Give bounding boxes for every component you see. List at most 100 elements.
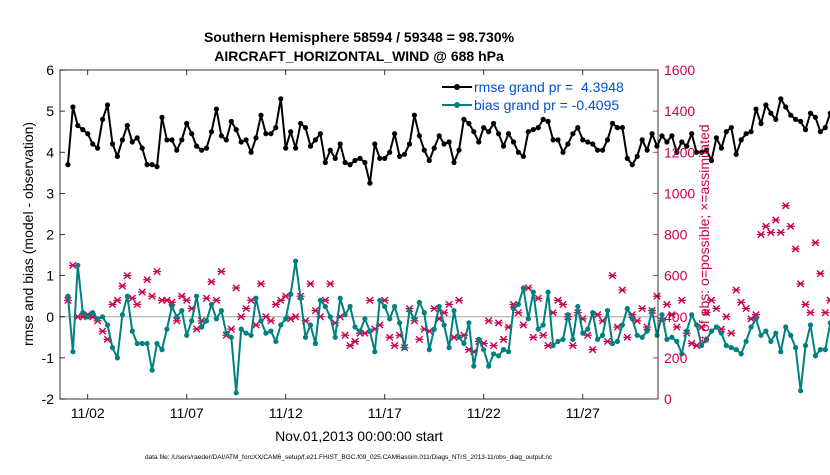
obs-assimilated-point bbox=[454, 296, 463, 304]
obs-assimilated-point bbox=[633, 317, 642, 325]
bias-point bbox=[451, 308, 457, 314]
y-left-tick-label: -1 bbox=[42, 350, 55, 366]
obs-assimilated-point bbox=[227, 325, 236, 333]
rmse-point bbox=[545, 118, 551, 124]
rmse-point bbox=[243, 137, 249, 143]
obs-assimilated-point bbox=[360, 329, 369, 337]
bias-point bbox=[283, 316, 289, 322]
bias-point bbox=[65, 293, 71, 299]
rmse-point bbox=[624, 155, 630, 161]
x-tick-label: 11/02 bbox=[71, 405, 105, 421]
rmse-point bbox=[144, 162, 150, 168]
obs-assimilated-point bbox=[237, 313, 246, 321]
bias-point bbox=[228, 334, 234, 340]
rmse-point bbox=[154, 164, 160, 170]
rmse-point bbox=[441, 141, 447, 147]
bias-point bbox=[659, 312, 665, 318]
y-left-axis-label: rmse and bias (model - observation) bbox=[20, 122, 36, 346]
bias-point bbox=[768, 338, 774, 344]
obs-assimilated-point bbox=[390, 341, 399, 350]
bias-point bbox=[570, 336, 576, 342]
obs-assimilated-point bbox=[118, 282, 127, 290]
rmse-point bbox=[525, 129, 531, 135]
x-tick-label: 11/27 bbox=[566, 405, 600, 421]
bias-point bbox=[723, 342, 729, 349]
bias-point bbox=[565, 312, 571, 318]
bias-point bbox=[90, 310, 96, 316]
bias-point bbox=[387, 316, 393, 322]
obs-assimilated-point bbox=[811, 239, 820, 247]
bias-point bbox=[263, 330, 269, 336]
rmse-point bbox=[119, 137, 125, 143]
rmse-point bbox=[827, 110, 830, 116]
bias-point bbox=[70, 349, 76, 355]
y-right-tick-label: 1000 bbox=[664, 185, 695, 201]
rmse-point bbox=[223, 137, 229, 143]
obs-assimilated-point bbox=[776, 228, 785, 237]
rmse-point bbox=[228, 118, 234, 124]
bias-point bbox=[342, 312, 348, 318]
rmse-point bbox=[575, 125, 581, 131]
bias-point bbox=[401, 345, 408, 351]
rmse-point bbox=[758, 120, 764, 127]
rmse-point bbox=[496, 131, 502, 137]
bias-point bbox=[817, 347, 824, 353]
obs-assimilated-point bbox=[727, 329, 736, 337]
obs-assimilated-point bbox=[603, 337, 612, 346]
bias-point bbox=[758, 332, 764, 338]
obs-assimilated-point bbox=[583, 331, 592, 339]
bias-point bbox=[520, 285, 527, 291]
bias-point bbox=[114, 355, 120, 361]
rmse-point bbox=[619, 125, 626, 131]
obs-assimilated-point bbox=[732, 286, 741, 294]
bias-point bbox=[80, 310, 86, 316]
bias-point bbox=[382, 303, 388, 310]
bias-point bbox=[134, 340, 140, 347]
rmse-point bbox=[307, 143, 314, 149]
bias-point bbox=[337, 295, 343, 301]
bias-point bbox=[545, 289, 551, 295]
bias-series-layer bbox=[65, 258, 830, 396]
y-left-tick-label: -2 bbox=[42, 391, 55, 407]
rmse-point bbox=[65, 162, 71, 168]
rmse-point bbox=[565, 141, 571, 147]
y-left-tick-label: 1 bbox=[46, 268, 54, 284]
obs-assimilated-point bbox=[291, 313, 300, 321]
rmse-point bbox=[278, 96, 284, 102]
rmse-point bbox=[738, 137, 744, 143]
rmse-point bbox=[446, 139, 452, 145]
rmse-point bbox=[411, 112, 417, 118]
rmse-point bbox=[298, 120, 304, 127]
bias-point bbox=[159, 347, 165, 353]
obs-assimilated-point bbox=[791, 245, 800, 253]
rmse-point bbox=[471, 129, 477, 135]
rmse-point bbox=[481, 125, 487, 131]
obs-assimilated-point bbox=[608, 271, 617, 280]
bias-point bbox=[104, 322, 111, 328]
bias-point bbox=[194, 293, 200, 299]
rmse-point bbox=[436, 133, 442, 139]
bias-point bbox=[421, 310, 427, 316]
rmse-point bbox=[199, 147, 205, 153]
bias-point bbox=[248, 332, 254, 338]
obs-assimilated-point bbox=[445, 300, 454, 309]
bias-point bbox=[169, 303, 175, 310]
rmse-point bbox=[783, 104, 789, 110]
bias-point bbox=[515, 301, 522, 307]
bias-point bbox=[466, 320, 472, 326]
y-right-tick-label: 1200 bbox=[664, 144, 695, 160]
obs-assimilated-point bbox=[756, 230, 765, 239]
rmse-point bbox=[302, 125, 309, 131]
rmse-point bbox=[570, 131, 576, 137]
obs-assimilated-point bbox=[742, 304, 751, 313]
rmse-point bbox=[109, 141, 116, 147]
bias-point bbox=[788, 332, 794, 338]
obs-assimilated-point bbox=[722, 313, 731, 321]
rmse-point bbox=[169, 137, 175, 143]
rmse-point bbox=[500, 143, 507, 149]
rmse-point bbox=[124, 122, 130, 129]
bias-point bbox=[223, 330, 229, 336]
bias-point bbox=[763, 328, 769, 334]
rmse-point bbox=[778, 96, 784, 102]
rmse-point bbox=[95, 145, 101, 151]
